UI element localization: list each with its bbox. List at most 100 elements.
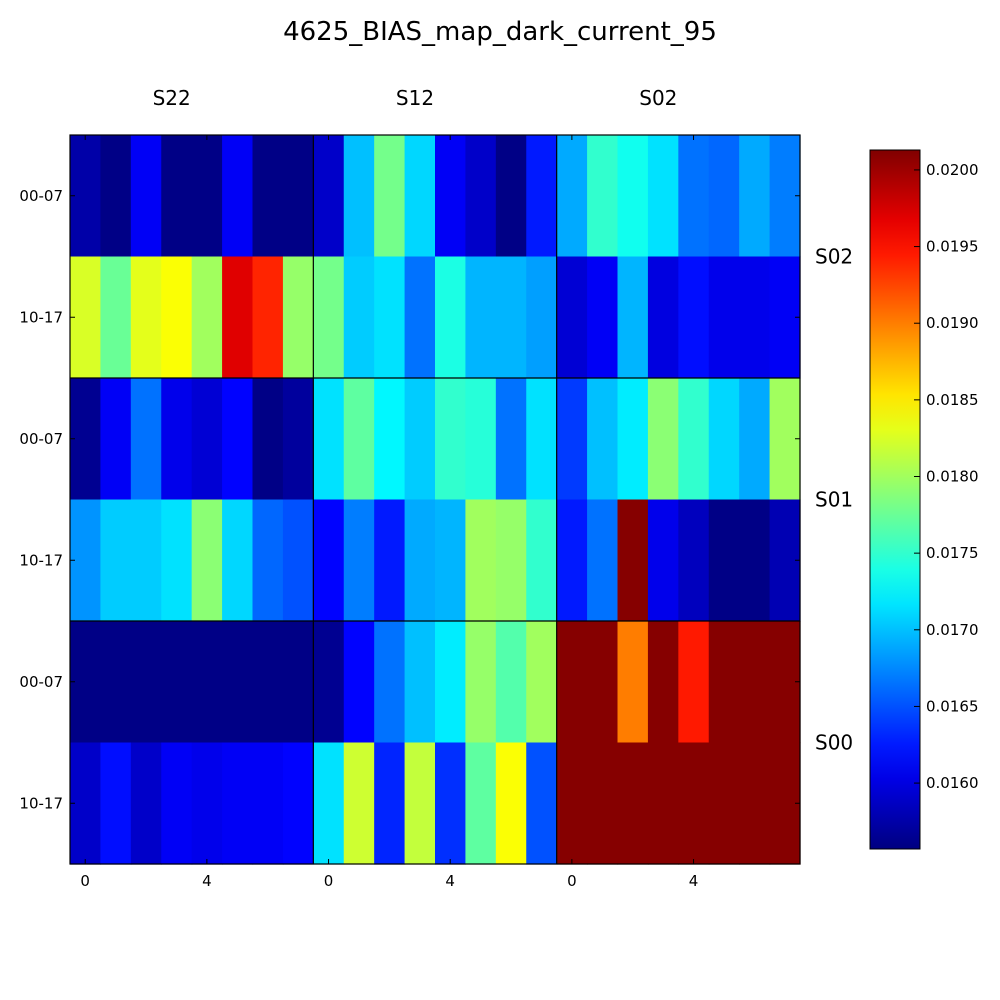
heatmap-cell [678,621,710,744]
heatmap-cell [191,378,223,501]
heatmap-cell [708,256,740,379]
heatmap-cell [556,742,588,865]
heatmap-cell [313,378,345,501]
heatmap-cell [343,135,375,258]
heatmap-cell [587,621,619,744]
heatmap-cell [222,256,254,379]
heatmap-cell [435,135,467,258]
heatmap-cell [739,135,771,258]
heatmap-cell [100,135,132,258]
heatmap-cell [70,499,102,622]
heatmap-cell [587,256,619,379]
heatmap-cell [435,256,467,379]
heatmap-cell [708,135,740,258]
heatmap-cell [130,378,162,501]
heatmap-cell [678,742,710,865]
heatmap-cell [313,499,345,622]
heatmap-cell [495,621,527,744]
heatmap-cell [678,135,710,258]
heatmap-cell [617,621,649,744]
heatmap-cell [70,621,102,744]
heatmap-cell [739,621,771,744]
heatmap-cell [526,742,558,865]
heatmap-cell [313,256,345,379]
colorbar [869,149,921,850]
heatmap-cell [739,742,771,865]
y-tick-label: 00-07 [19,430,63,448]
heatmap-cell [708,499,740,622]
heatmap-cell [313,742,345,865]
colorbar-tick-label: 0.0195 [926,238,979,256]
heatmap-cell [130,499,162,622]
heatmap-cell [222,499,254,622]
heatmap-cell [252,378,284,501]
heatmap-cell [678,256,710,379]
heatmap-cell [526,135,558,258]
heatmap-cell [374,621,406,744]
colorbar-tick-label: 0.0175 [926,544,979,562]
heatmap-cell [374,135,406,258]
heatmap-cell [191,256,223,379]
heatmap-cell [435,378,467,501]
colorbar-tick-label: 0.0190 [926,314,979,332]
heatmap-cell [404,378,436,501]
heatmap-cell [252,256,284,379]
heatmap-cell [282,621,314,744]
heatmap-cell [70,378,102,501]
heatmap-cell [100,621,132,744]
heatmap-cell [374,742,406,865]
heatmap-cell [617,135,649,258]
y-axis-ticks: 00-07 10-17 00-07 10-17 00-07 10-17 [19,187,800,812]
y-tick-label: 10-17 [19,794,63,812]
heatmap-cell [222,742,254,865]
heatmap-cell [647,256,679,379]
heatmap-cell [161,378,193,501]
heatmap-cell [282,378,314,501]
heatmap-cell [191,742,223,865]
heatmap-cell [587,135,619,258]
heatmap-cell [70,256,102,379]
heatmap-cell [404,621,436,744]
heatmap-cell [465,256,497,379]
column-group-label: S02 [639,86,677,110]
heatmap-cell [100,256,132,379]
heatmap-cell [374,256,406,379]
y-tick-label: 00-07 [19,673,63,691]
heatmap-cell [282,256,314,379]
heatmap-cell [587,499,619,622]
heatmap-cell [435,742,467,865]
heatmap-cell [465,621,497,744]
chart-title: 4625_BIAS_map_dark_current_95 [283,17,717,47]
heatmap-cell [282,742,314,865]
column-group-label: S12 [396,86,434,110]
heatmap-cell [161,256,193,379]
heatmap-cell [526,256,558,379]
heatmap-cell [495,378,527,501]
heatmap-cell [556,378,588,501]
heatmap-cell [404,256,436,379]
heatmap-cell [313,621,345,744]
colorbar-tick-label: 0.0185 [926,391,979,409]
heatmap-cell [526,499,558,622]
heatmap-cell [495,256,527,379]
heatmap-cell [739,499,771,622]
heatmap-cell [678,499,710,622]
heatmap-cell [130,135,162,258]
colorbar-ticks: 0.0160 0.0165 0.0170 0.0175 0.0180 0.0185 0.01… [914,161,979,792]
column-group-labels: S22 S12 S02 [153,86,678,110]
heatmap-cell [739,256,771,379]
heatmap-cell [161,742,193,865]
heatmap-cell [617,499,649,622]
heatmap-cell [495,499,527,622]
x-tick-label: 4 [202,872,212,890]
heatmap-cell [556,621,588,744]
x-tick-label: 0 [80,872,90,890]
heatmap-cell [647,135,679,258]
heatmap-cell [739,378,771,501]
y-tick-label: 10-17 [19,551,63,569]
heatmap-cell [222,378,254,501]
heatmap-cell [556,256,588,379]
heatmap-cell [282,499,314,622]
heatmap-cell [343,256,375,379]
x-tick-label: 0 [324,872,334,890]
